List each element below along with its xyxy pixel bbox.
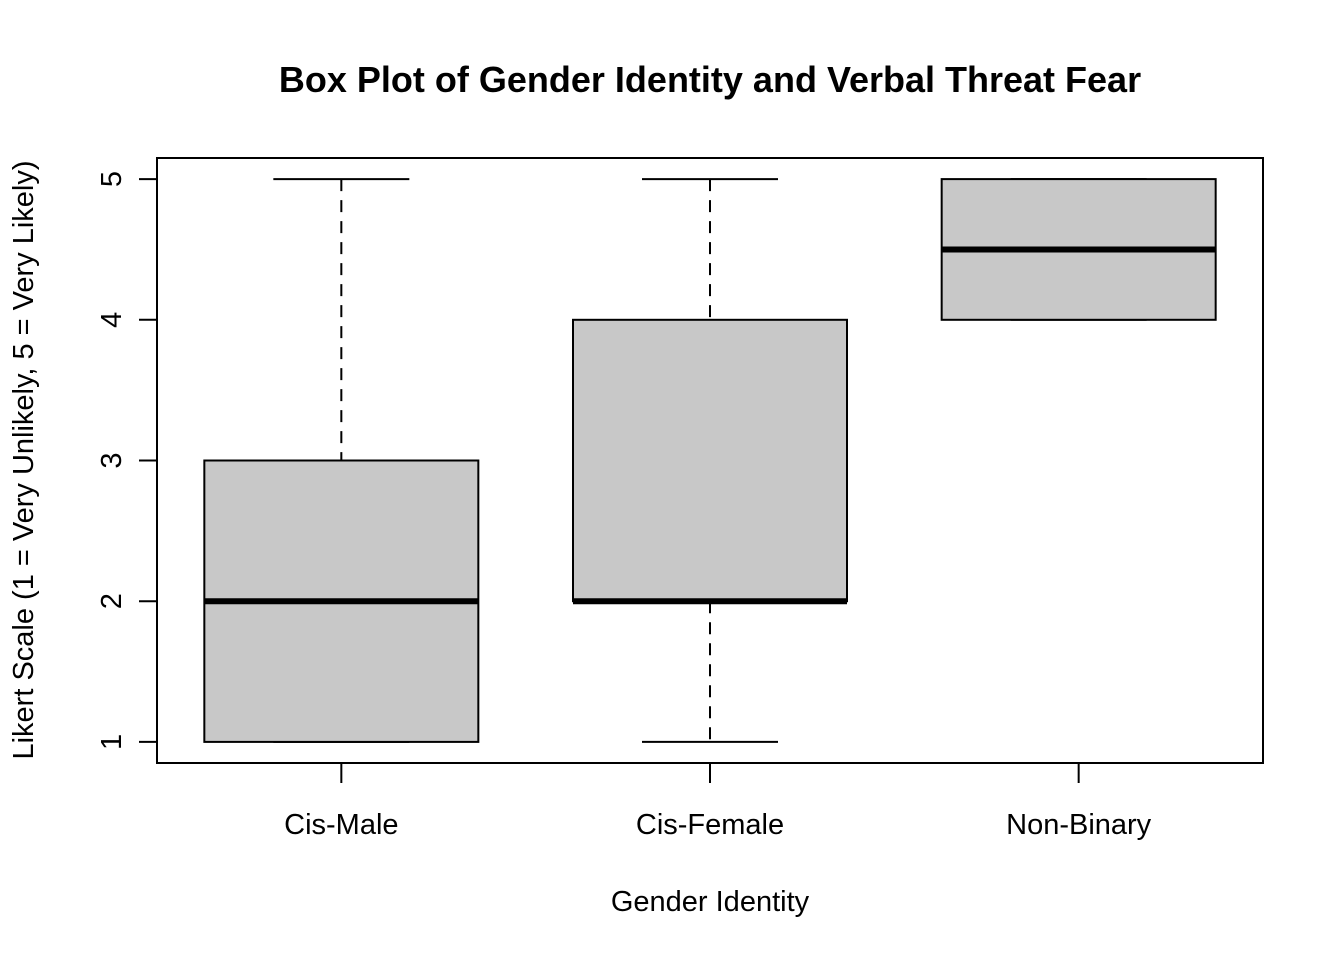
y-tick-label-3: 3 bbox=[96, 452, 128, 468]
y-tick-label-4: 4 bbox=[96, 312, 128, 328]
box-layer bbox=[203, 178, 1217, 743]
y-axis-label: Likert Scale (1 = Very Unlikely, 5 = Ver… bbox=[8, 160, 40, 759]
y-tick-label-2: 2 bbox=[96, 593, 128, 609]
y-tick-label-1: 1 bbox=[96, 734, 128, 750]
x-tick-label-cis-female: Cis-Female bbox=[636, 809, 784, 841]
x-axis: Cis-Male Cis-Female Non-Binary bbox=[284, 762, 1152, 841]
y-tick-label-5: 5 bbox=[96, 171, 128, 187]
chart-title: Box Plot of Gender Identity and Verbal T… bbox=[279, 59, 1141, 100]
x-axis-label: Gender Identity bbox=[611, 886, 810, 918]
box-cis-female bbox=[572, 318, 848, 603]
y-axis: 1 2 3 4 5 bbox=[96, 171, 158, 750]
x-tick-label-cis-male: Cis-Male bbox=[284, 809, 398, 841]
x-tick-label-non-binary: Non-Binary bbox=[1006, 809, 1152, 841]
